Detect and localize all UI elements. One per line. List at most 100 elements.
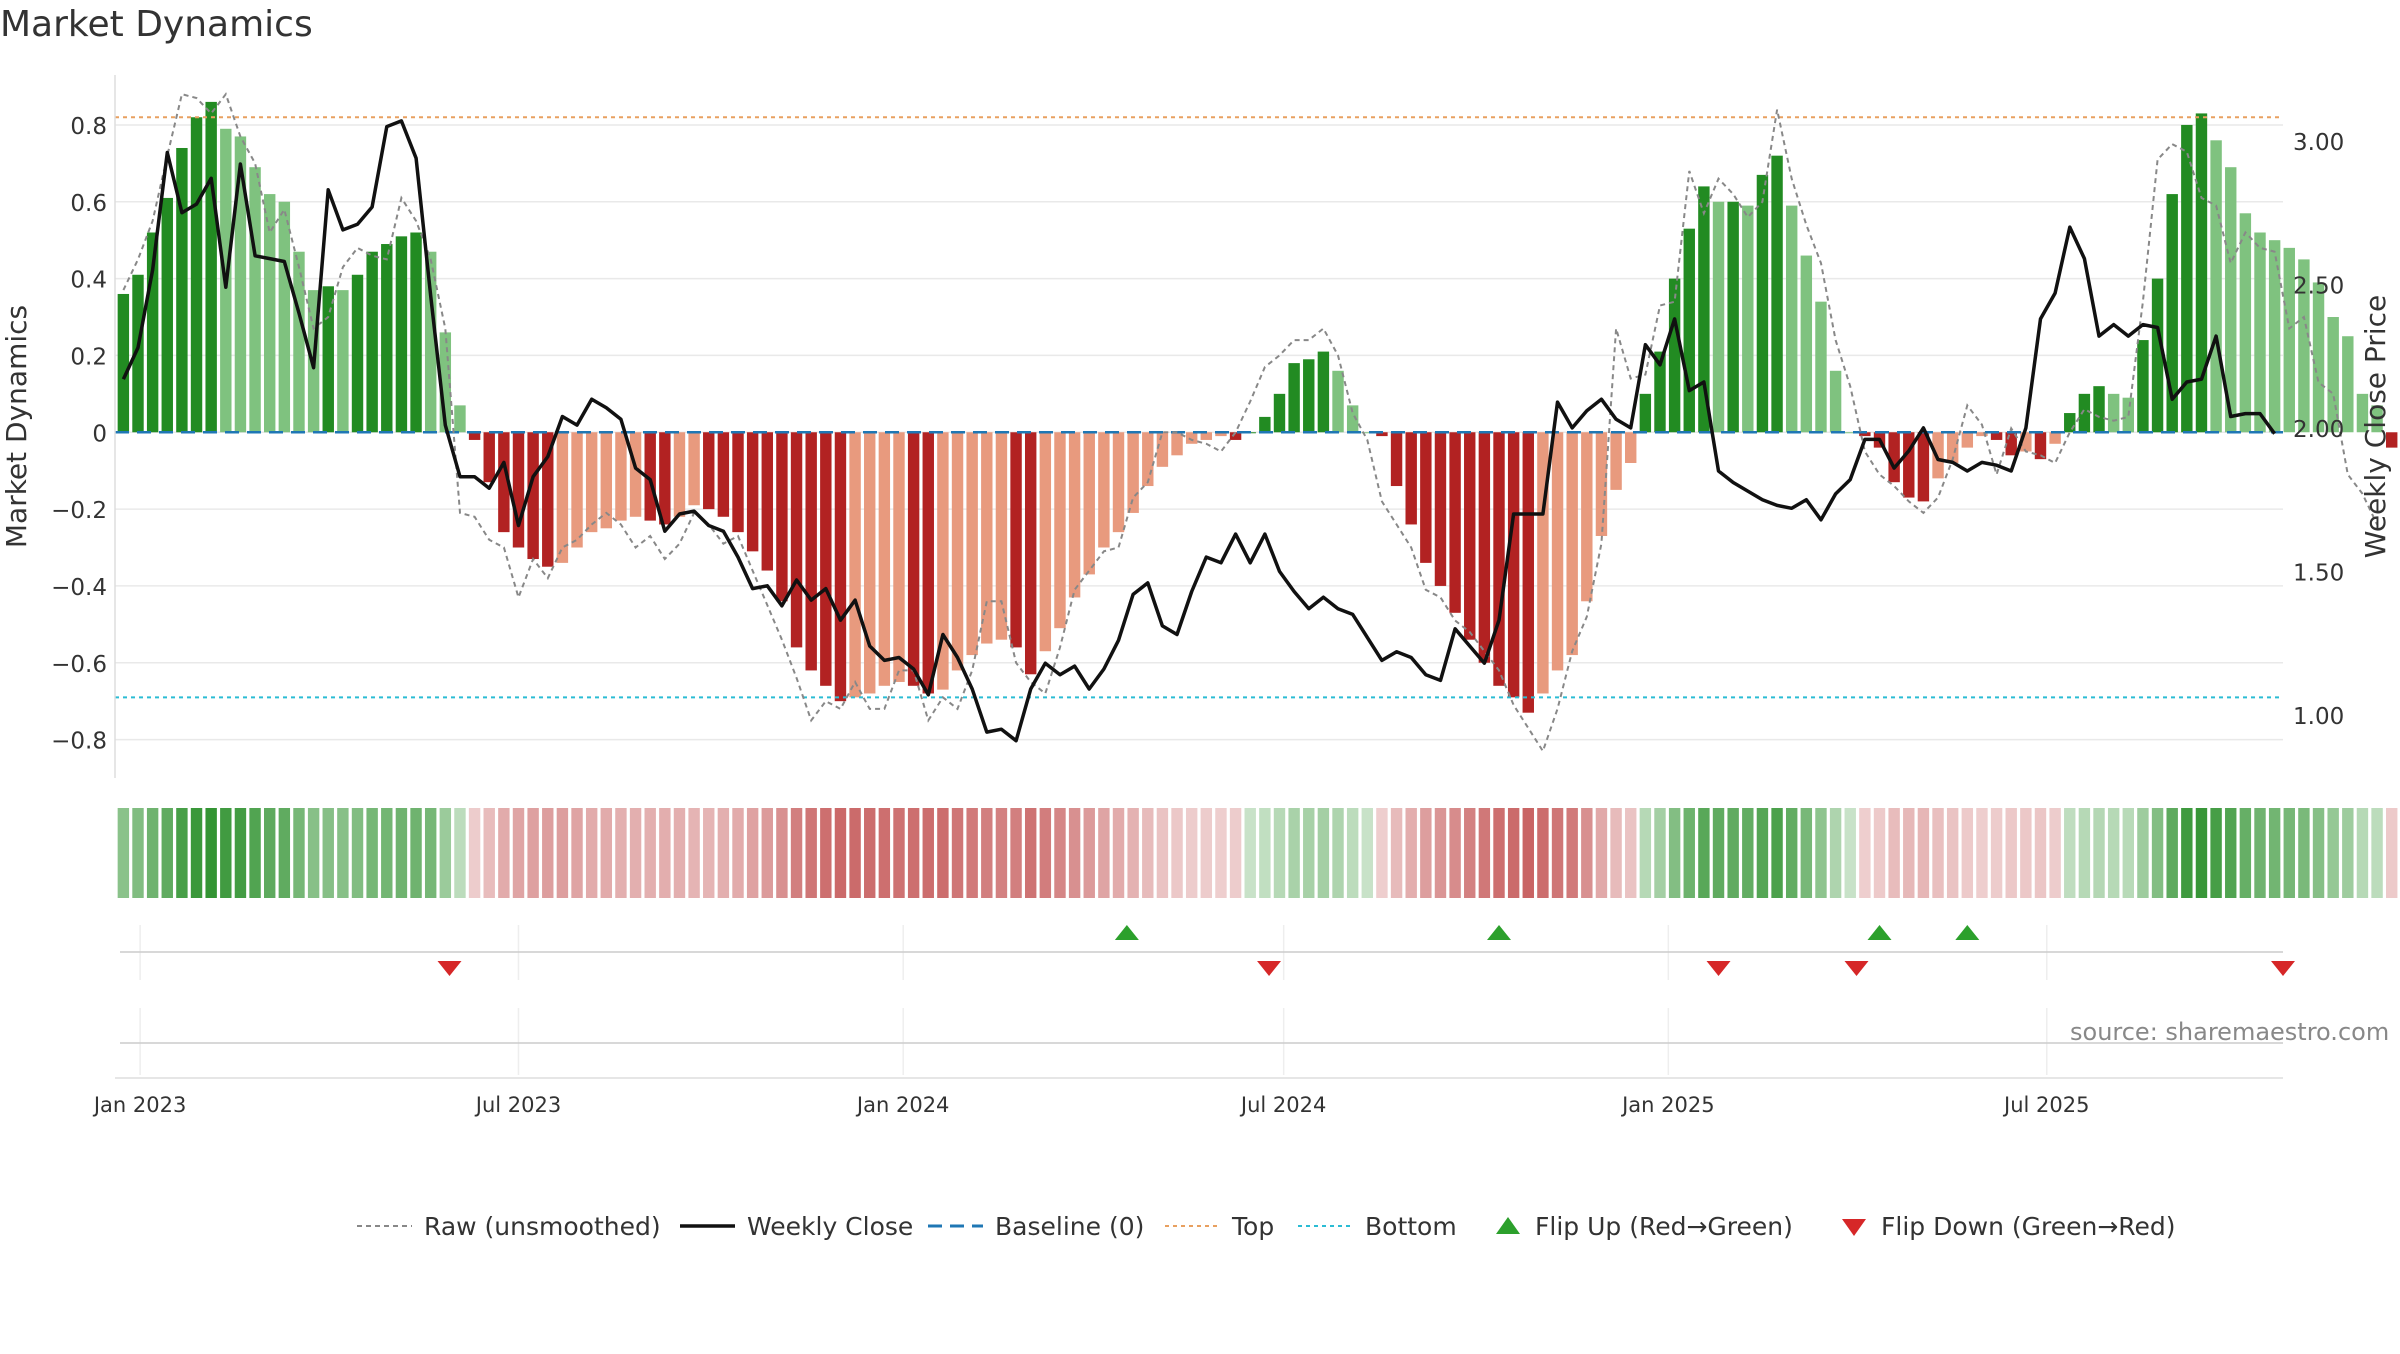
dynamics-bar xyxy=(2254,232,2266,433)
regime-cell xyxy=(2166,808,2178,898)
regime-cell xyxy=(2268,808,2281,898)
regime-cell xyxy=(2122,808,2134,898)
dynamics-bar xyxy=(1303,359,1315,433)
dynamics-bar xyxy=(1976,432,1988,437)
regime-cell xyxy=(1829,808,1842,898)
left-tick-label: 0.8 xyxy=(70,114,107,140)
dynamics-bar xyxy=(1449,432,1461,613)
dynamics-bar xyxy=(1039,432,1052,652)
regime-cell xyxy=(790,808,803,898)
regime-cell xyxy=(907,808,920,898)
regime-cell xyxy=(2342,808,2354,898)
regime-cell xyxy=(1361,808,1374,898)
legend-label: Flip Down (Green→Red) xyxy=(1881,1212,2176,1241)
dynamics-bar xyxy=(673,432,686,517)
regime-cell xyxy=(527,808,539,898)
dynamics-bar xyxy=(981,432,993,644)
regime-cell xyxy=(1098,808,1110,898)
dynamics-bar xyxy=(995,432,1008,640)
regime-cell xyxy=(1522,808,1534,898)
regime-cell xyxy=(1551,808,1564,898)
dynamics-bar xyxy=(615,432,627,521)
regime-cell xyxy=(2034,808,2047,898)
legend-label: Flip Up (Red→Green) xyxy=(1535,1212,1793,1241)
regime-cell xyxy=(1112,808,1125,898)
dynamics-bar xyxy=(966,432,978,656)
dynamics-bar xyxy=(1332,370,1344,433)
x-tick-label: Jan 2025 xyxy=(1620,1093,1715,1117)
regime-cell xyxy=(2327,808,2339,898)
regime-cell xyxy=(615,808,627,898)
regime-cell xyxy=(571,808,583,898)
regime-cell xyxy=(542,808,554,898)
dynamics-bar xyxy=(922,432,934,694)
chart-title: Market Dynamics xyxy=(0,4,313,45)
regime-cell xyxy=(776,808,788,898)
regime-cell xyxy=(2093,808,2105,898)
regime-cell xyxy=(732,808,744,898)
dynamics-bar xyxy=(1522,432,1534,713)
dynamics-bar xyxy=(776,432,788,602)
dynamics-bar xyxy=(1259,416,1271,433)
regime-cell xyxy=(659,808,671,898)
dynamics-bar xyxy=(805,432,817,671)
dynamics-bar xyxy=(2137,340,2149,433)
dynamics-bar xyxy=(2298,259,2310,433)
legend-label: Top xyxy=(1231,1212,1274,1241)
regime-cell xyxy=(2225,808,2237,898)
right-tick-label: 3.00 xyxy=(2293,130,2344,156)
regime-cell xyxy=(190,808,203,898)
regime-cell xyxy=(220,808,232,898)
regime-cell xyxy=(1171,808,1183,898)
dynamics-bar xyxy=(512,432,525,548)
regime-cell xyxy=(1024,808,1037,898)
regime-cell xyxy=(146,808,159,898)
dynamics-bar xyxy=(278,201,291,433)
legend-label: Bottom xyxy=(1365,1212,1457,1241)
regime-cell xyxy=(922,808,934,898)
dynamics-bar xyxy=(1171,432,1183,456)
dynamics-bar xyxy=(395,236,408,433)
legend-label: Baseline (0) xyxy=(995,1212,1144,1241)
regime-cell xyxy=(878,808,891,898)
dynamics-bar xyxy=(1639,393,1652,433)
dynamics-bar xyxy=(234,136,247,433)
left-tick-label: 0.6 xyxy=(70,191,107,217)
right-tick-label: 2.00 xyxy=(2293,417,2344,443)
dynamics-bar xyxy=(746,432,759,552)
dynamics-bar xyxy=(1566,432,1578,656)
dynamics-bar xyxy=(1185,432,1198,444)
regime-cell xyxy=(2239,808,2252,898)
dynamics-bar xyxy=(1317,351,1330,433)
dynamics-bar xyxy=(2078,393,2091,433)
regime-cell xyxy=(2078,808,2091,898)
legend-swatch-flip-up xyxy=(1496,1217,1520,1234)
dynamics-bar xyxy=(1229,432,1242,440)
dynamics-bar xyxy=(381,244,393,433)
dynamics-bar xyxy=(893,432,905,682)
regime-cell xyxy=(322,808,334,898)
regime-cell xyxy=(307,808,320,898)
dynamics-bar xyxy=(1903,432,1915,498)
dynamics-bar xyxy=(761,432,773,571)
dynamics-bar xyxy=(571,432,583,548)
regime-cell xyxy=(1303,808,1315,898)
regime-cell xyxy=(351,808,364,898)
legend: Raw (unsmoothed) Weekly Close Baseline (0)… xyxy=(357,1212,2176,1241)
regime-cell xyxy=(132,808,144,898)
regime-cell xyxy=(1903,808,1915,898)
regime-cell xyxy=(2254,808,2266,898)
flip-down-marker xyxy=(1257,961,1282,976)
dynamics-bar xyxy=(2049,432,2061,444)
regime-cell xyxy=(1815,808,1827,898)
left-tick-label: −0.2 xyxy=(51,498,107,524)
regime-cell xyxy=(439,808,452,898)
regime-cell xyxy=(293,808,305,898)
dynamics-bar xyxy=(1507,432,1520,698)
regime-cell xyxy=(893,808,905,898)
dynamics-bar xyxy=(2093,386,2105,433)
dynamics-bar xyxy=(1625,432,1637,463)
regime-cell xyxy=(1595,808,1608,898)
dynamics-bar xyxy=(834,432,847,702)
dynamics-bar xyxy=(1946,432,1959,463)
